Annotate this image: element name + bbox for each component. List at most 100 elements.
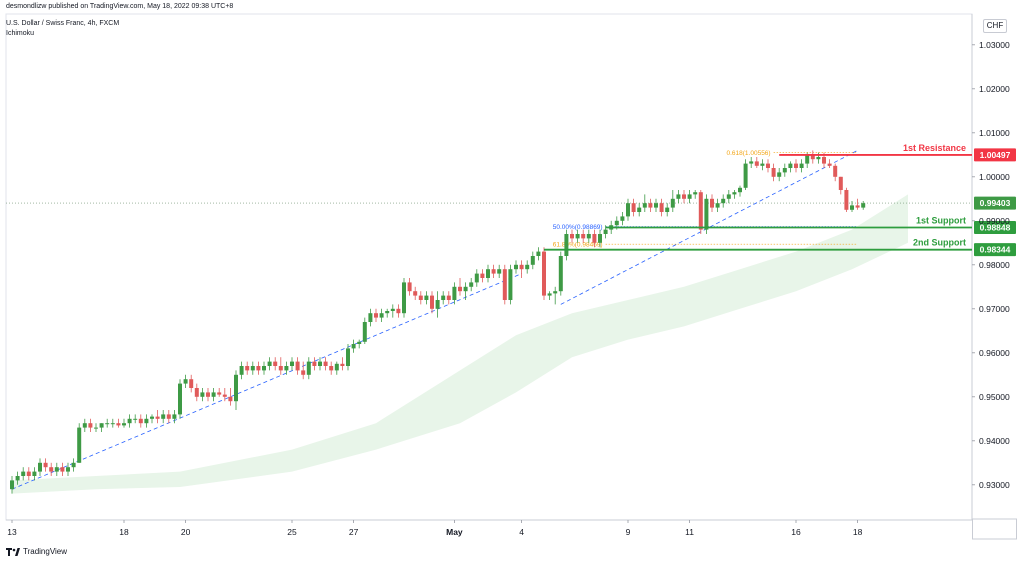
candle-body — [592, 234, 597, 243]
candle-body — [469, 282, 474, 287]
candle — [362, 317, 367, 344]
candle-body — [670, 198, 675, 208]
candle — [816, 152, 821, 164]
candle-body — [256, 366, 261, 371]
candle-body — [105, 423, 110, 425]
candle-body — [558, 256, 563, 292]
candle-body — [614, 220, 619, 226]
candle — [295, 357, 300, 375]
candle-body — [116, 423, 121, 426]
candle — [794, 159, 798, 173]
candle-body — [743, 163, 748, 188]
candle — [161, 410, 166, 424]
candle — [306, 357, 311, 380]
candle-body — [620, 216, 625, 221]
candle-body — [323, 361, 328, 366]
candle-body — [564, 234, 569, 256]
candle-body — [816, 157, 821, 160]
candle — [721, 194, 726, 208]
candle — [575, 229, 580, 243]
candle-body — [542, 251, 546, 296]
candle — [693, 190, 698, 199]
candle — [648, 198, 653, 212]
candle-body — [189, 379, 194, 388]
candle-body — [547, 293, 552, 296]
candle-body — [788, 163, 793, 168]
candle-body — [245, 366, 250, 371]
candle-body — [178, 383, 182, 415]
candle — [805, 152, 810, 168]
candle — [592, 229, 597, 248]
candle-body — [82, 423, 87, 428]
candle — [351, 339, 356, 353]
candle — [827, 159, 832, 168]
candle — [626, 198, 630, 221]
candle-body — [698, 192, 703, 230]
candle-body — [491, 269, 496, 274]
candle-body — [402, 282, 406, 314]
candle — [267, 357, 272, 371]
candle — [110, 418, 115, 428]
candle-body — [738, 187, 742, 193]
candle — [368, 308, 373, 327]
candle-body — [262, 366, 266, 371]
candle — [682, 190, 686, 204]
candle — [514, 260, 518, 274]
y-tick-label: 0.94000 — [979, 436, 1010, 446]
candle-body — [206, 392, 210, 397]
candle-body — [575, 234, 580, 239]
candle-body — [850, 205, 854, 210]
candle-body — [385, 311, 390, 314]
candle-body — [749, 161, 754, 164]
candle-body — [833, 165, 838, 177]
candle-body — [581, 234, 586, 239]
1st-resistance-text: 1st Resistance — [903, 143, 966, 153]
candle-body — [38, 462, 42, 472]
candle-body — [766, 163, 770, 168]
candle — [256, 361, 261, 375]
candle — [446, 291, 451, 305]
candle — [491, 264, 496, 278]
indicator-label[interactable]: Ichimoku — [6, 30, 35, 37]
candle-body — [200, 392, 205, 397]
candle-body — [340, 363, 345, 366]
candle — [239, 361, 244, 380]
candle — [637, 203, 642, 217]
x-tick-label: 18 — [853, 527, 863, 537]
candle — [418, 291, 423, 305]
candle-body — [306, 361, 311, 375]
candle-body — [463, 286, 468, 292]
candle — [346, 344, 350, 371]
candle — [71, 458, 76, 472]
tradingview-footer[interactable]: TradingView — [6, 547, 67, 556]
fib-label-1: 0.618(1.00556) — [727, 150, 771, 157]
candle-body — [122, 423, 126, 426]
candle-body — [418, 295, 423, 300]
currency-button[interactable]: CHF — [983, 19, 1007, 33]
axis-corner — [972, 518, 1017, 540]
candle — [654, 198, 658, 212]
candle — [738, 185, 742, 197]
candle — [150, 414, 154, 424]
candle — [49, 462, 54, 476]
candle-body — [379, 313, 384, 318]
candle-body — [715, 203, 720, 208]
candle — [374, 308, 378, 322]
candle-body — [301, 370, 306, 375]
candle — [463, 282, 468, 300]
candle — [284, 361, 289, 375]
candle-body — [155, 416, 160, 419]
candle-body — [648, 203, 653, 208]
candle — [234, 370, 238, 410]
candle — [850, 201, 854, 212]
candle-body — [362, 322, 367, 342]
candle — [312, 357, 317, 371]
candle-body — [519, 264, 524, 270]
candle-body — [676, 194, 681, 199]
candle-body — [273, 361, 278, 366]
candle — [413, 286, 418, 300]
1st-support-price-tag — [974, 220, 1016, 234]
candle — [581, 229, 586, 243]
candle — [334, 361, 339, 375]
